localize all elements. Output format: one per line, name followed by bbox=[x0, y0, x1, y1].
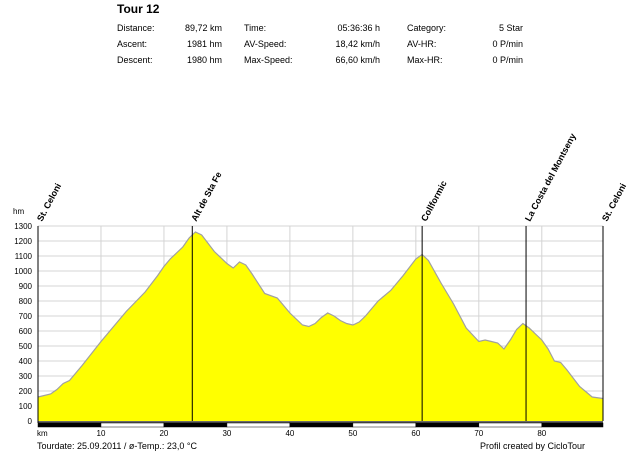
profile-credit: Profil created by CicloTour bbox=[480, 441, 586, 451]
elevation-line bbox=[37, 231, 604, 400]
x-tick-label: 70 bbox=[474, 429, 483, 438]
x-tick-label: 40 bbox=[285, 429, 294, 438]
category-value: 5 Star bbox=[498, 23, 523, 33]
y-tick-label: 900 bbox=[19, 282, 33, 291]
x-tick-label: 80 bbox=[537, 429, 546, 438]
km-scale-segment bbox=[352, 422, 417, 428]
y-tick-label: 100 bbox=[19, 402, 33, 411]
ascent-label: Ascent: bbox=[117, 39, 148, 49]
y-tick-label: 800 bbox=[19, 297, 33, 306]
waypoint-label: St. Celoni bbox=[600, 182, 628, 223]
y-tick-label: 500 bbox=[19, 342, 33, 351]
max-hr-label: Max-HR: bbox=[407, 55, 443, 65]
x-axis-label: km bbox=[37, 429, 48, 438]
y-tick-label: 700 bbox=[19, 312, 33, 321]
y-tick-label: 200 bbox=[19, 387, 33, 396]
y-tick-label: 1000 bbox=[14, 267, 32, 276]
x-tick-label: 50 bbox=[348, 429, 357, 438]
y-tick-label: 300 bbox=[19, 372, 33, 381]
ascent-value: 1981 hm bbox=[186, 39, 222, 49]
y-tick-label: 1100 bbox=[15, 252, 33, 261]
km-scale-segment bbox=[415, 422, 480, 428]
km-scale-segment bbox=[226, 422, 291, 428]
distance-value: 89,72 km bbox=[184, 23, 222, 33]
time-value: 05:36:36 h bbox=[337, 23, 380, 33]
waypoint-label: St. Celoni bbox=[35, 182, 63, 223]
waypoint-label: Collformic bbox=[419, 179, 449, 223]
distance-label: Distance: bbox=[117, 23, 155, 33]
y-tick-label: 400 bbox=[19, 357, 33, 366]
waypoint-label: Alt de Sta Fe bbox=[189, 170, 223, 223]
category-label: Category: bbox=[407, 23, 447, 33]
km-scale-segment bbox=[541, 422, 604, 428]
av-hr-value: 0 P/min bbox=[492, 39, 523, 49]
max-speed-value: 66,60 km/h bbox=[335, 55, 380, 65]
av-speed-value: 18,42 km/h bbox=[335, 39, 380, 49]
max-hr-value: 0 P/min bbox=[492, 55, 523, 65]
elevation-area bbox=[38, 232, 603, 421]
tour-title: Tour 12 bbox=[117, 2, 160, 16]
descent-value: 1980 hm bbox=[186, 55, 222, 65]
tour-date-temperature: Tourdate: 25.09.2011 / ø-Temp.: 23,0 °C bbox=[37, 441, 198, 451]
av-hr-label: AV-HR: bbox=[407, 39, 437, 49]
y-tick-label: 0 bbox=[28, 417, 33, 426]
x-tick-label: 20 bbox=[159, 429, 168, 438]
km-scale-segment bbox=[37, 422, 102, 428]
av-speed-label: AV-Speed: bbox=[244, 39, 287, 49]
x-tick-label: 30 bbox=[222, 429, 231, 438]
km-scale-segment bbox=[100, 422, 165, 428]
km-scale-segment bbox=[289, 422, 354, 428]
waypoint-label: La Costa del Montseny bbox=[523, 132, 578, 223]
time-label: Time: bbox=[244, 23, 267, 33]
y-axis-label: hm bbox=[13, 207, 24, 216]
y-tick-label: 600 bbox=[19, 327, 33, 336]
km-scale-segment bbox=[478, 422, 543, 428]
descent-label: Descent: bbox=[117, 55, 153, 65]
max-speed-label: Max-Speed: bbox=[244, 55, 293, 65]
km-scale-segment bbox=[163, 422, 228, 428]
y-tick-label: 1200 bbox=[14, 237, 32, 246]
y-tick-label: 1300 bbox=[14, 222, 32, 231]
x-tick-label: 60 bbox=[411, 429, 420, 438]
x-tick-label: 10 bbox=[97, 429, 106, 438]
